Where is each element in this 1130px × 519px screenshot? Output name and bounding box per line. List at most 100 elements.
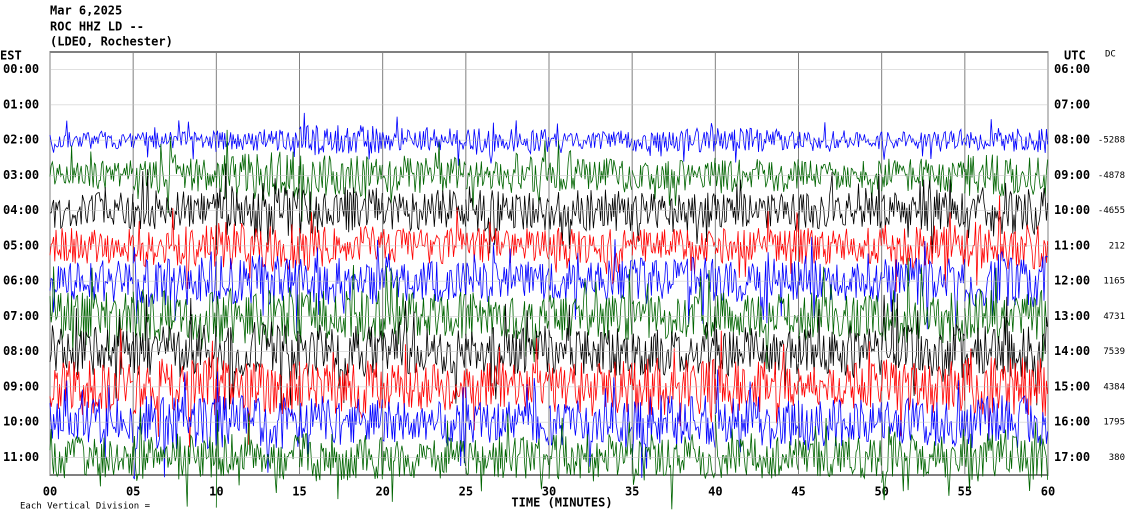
trace-segment <box>465 377 549 446</box>
trace-segment <box>964 182 1048 239</box>
trace-segment <box>132 120 217 160</box>
trace-segment <box>382 207 466 265</box>
trace-segment <box>132 408 217 507</box>
dc-title: DC <box>1105 50 1116 60</box>
utc-label: 14:00 <box>1054 344 1090 358</box>
trace-segment <box>881 240 965 334</box>
trace-segment <box>299 155 383 222</box>
title-line: (LDEO, Rochester) <box>50 35 173 49</box>
trace-segment <box>798 236 882 319</box>
utc-label: 13:00 <box>1054 309 1090 323</box>
utc-label: 15:00 <box>1054 379 1090 393</box>
est-label: 05:00 <box>3 238 39 252</box>
trace-segment <box>631 315 716 376</box>
trace-segment <box>548 269 633 341</box>
trace-segment <box>548 361 633 417</box>
trace-segment <box>714 159 799 194</box>
trace-segment <box>382 387 466 467</box>
traces <box>49 112 1048 510</box>
trace-segment <box>714 415 799 479</box>
trace-segment <box>798 227 882 266</box>
trace-segment <box>215 371 300 473</box>
trace-segment <box>215 221 300 279</box>
trace-segment <box>49 260 134 313</box>
dc-label: 4384 <box>1103 382 1125 392</box>
trace-segment <box>714 369 799 453</box>
trace-segment <box>881 158 965 193</box>
utc-label: 11:00 <box>1054 238 1090 252</box>
trace-segment <box>631 434 716 510</box>
trace-segment <box>49 145 134 190</box>
trace-segment <box>132 169 217 230</box>
trace-segment <box>798 341 882 409</box>
trace-segment <box>215 321 300 411</box>
trace-segment <box>465 242 549 303</box>
trace-segment <box>798 308 882 378</box>
trace-segment <box>49 328 133 418</box>
trace-segment <box>631 256 716 325</box>
trace-segment <box>548 304 633 376</box>
utc-label: 08:00 <box>1054 133 1090 147</box>
trace-segment <box>632 123 716 162</box>
trace-segment <box>631 348 716 427</box>
trace-segment <box>881 128 965 160</box>
trace-segment <box>631 157 716 206</box>
trace-segment <box>382 253 466 302</box>
trace-segment <box>964 195 1048 286</box>
trace-segment <box>964 154 1048 198</box>
trace-segment <box>49 228 134 264</box>
trace-segment <box>132 247 217 324</box>
trace-segment <box>299 187 383 235</box>
trace-segment <box>631 229 716 275</box>
trace-segment <box>631 395 716 478</box>
est-label: 09:00 <box>3 379 39 393</box>
trace-segment <box>881 179 965 254</box>
trace-segment <box>465 413 549 492</box>
dc-label: -4655 <box>1098 206 1125 216</box>
title-line: Mar 6,2025 <box>50 4 122 18</box>
trace-segment <box>798 399 882 451</box>
est-label: 00:00 <box>3 62 39 76</box>
trace-segment <box>465 338 549 431</box>
trace-segment <box>714 252 799 324</box>
trace-segment <box>964 296 1048 406</box>
trace-segment <box>964 348 1048 439</box>
utc-label: 16:00 <box>1054 415 1090 429</box>
trace-segment <box>631 192 716 244</box>
dc-label: 1795 <box>1103 418 1125 428</box>
trace-segment <box>215 409 300 508</box>
dc-label: -4878 <box>1098 171 1125 181</box>
x-tick-label: 25 <box>459 485 473 499</box>
x-tick-label: 05 <box>126 485 140 499</box>
trace-segment <box>548 123 633 153</box>
est-label: 10:00 <box>3 415 39 429</box>
utc-label: 09:00 <box>1054 168 1090 182</box>
est-label: 06:00 <box>3 274 39 288</box>
trace-segment <box>215 129 300 158</box>
footer: Each Vertical Division = <box>20 502 151 512</box>
x-tick-label: 35 <box>625 485 639 499</box>
trace-segment <box>215 287 300 346</box>
trace-segment <box>49 380 134 459</box>
dc-label: -5288 <box>1098 136 1125 146</box>
trace-segment <box>299 351 383 420</box>
trace-segment <box>964 395 1048 449</box>
est-label: 07:00 <box>3 309 39 323</box>
right-axis-title: UTC <box>1064 49 1086 63</box>
trace-segment <box>881 257 965 344</box>
trace-segment <box>132 208 217 289</box>
trace-segment <box>299 324 383 404</box>
est-label: 03:00 <box>3 168 39 182</box>
trace-segment <box>382 265 466 345</box>
x-tick-label: 50 <box>874 485 888 499</box>
trace-segment <box>881 426 965 501</box>
trace-segment <box>49 308 134 399</box>
trace-segment <box>465 120 549 164</box>
est-label: 01:00 <box>3 97 39 111</box>
trace-segment <box>299 212 383 271</box>
trace-segment <box>215 254 300 334</box>
trace-segment <box>548 189 633 249</box>
trace-segment <box>465 292 549 363</box>
utc-label: 10:00 <box>1054 203 1090 217</box>
